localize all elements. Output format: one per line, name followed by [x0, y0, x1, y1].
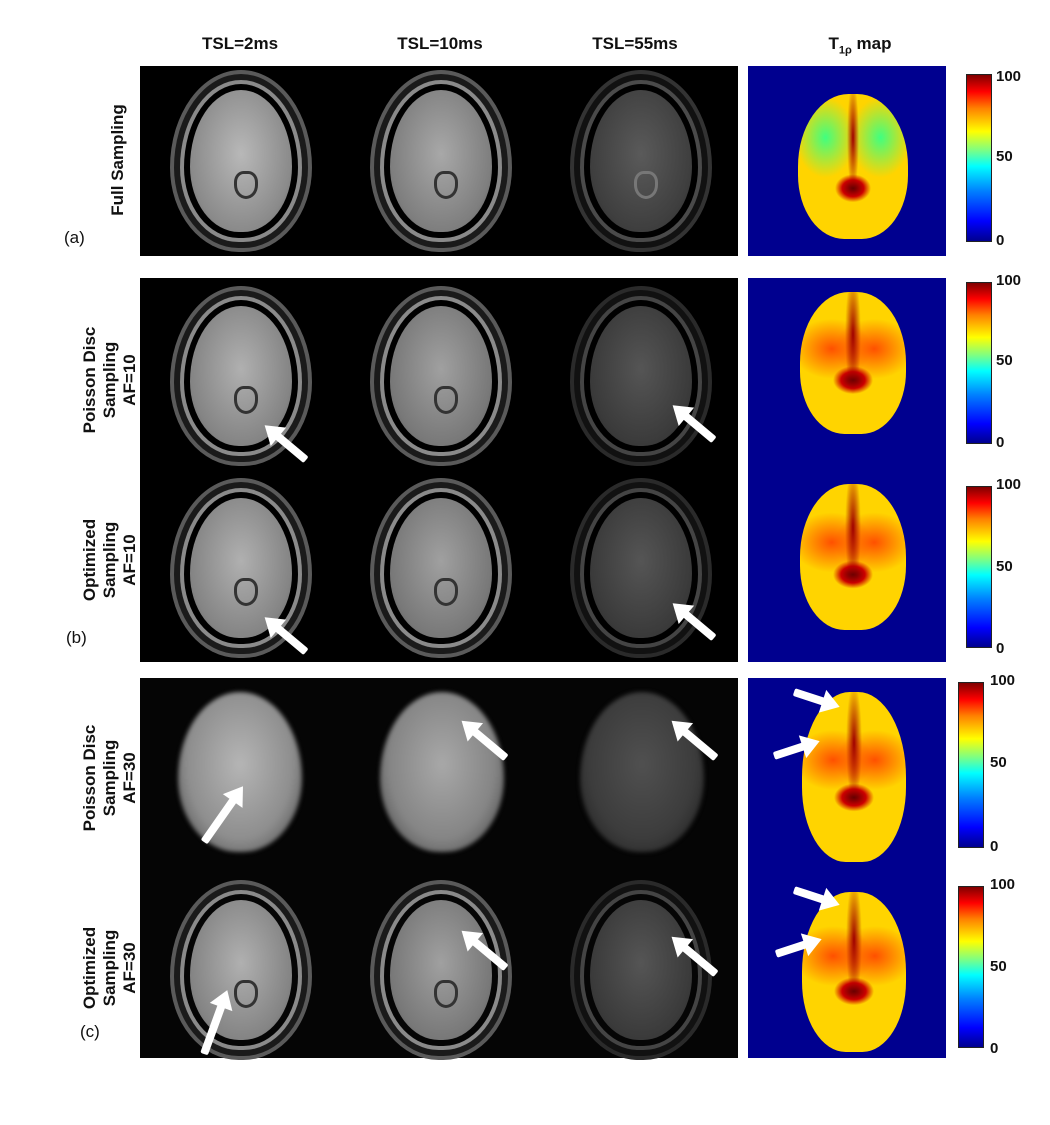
colorbar-b1 — [966, 282, 992, 444]
brain-a-tsl10 — [380, 80, 502, 242]
t1rho-map-b1 — [800, 292, 906, 434]
arrow-b2-tsl55 — [680, 609, 717, 642]
row-label-poisson-af30-line2: Sampling — [100, 739, 119, 817]
panel-letter-b: (b) — [66, 628, 87, 647]
colorbar-c2-min: 0 — [990, 1040, 999, 1057]
colorbar-c2-max: 100 — [990, 876, 1016, 893]
colorbar-b2 — [966, 486, 992, 648]
brain-b1-tsl55 — [580, 296, 702, 456]
panel-letter-c: (c) — [80, 1022, 100, 1041]
colorbar-a-mid: 50 — [996, 148, 1013, 165]
brain-b1-tsl2 — [180, 296, 302, 456]
panel-a-images — [140, 66, 738, 256]
row-label-poisson-af30: Poisson Disc Sampling AF=30 — [80, 708, 140, 848]
panel-a-map — [748, 66, 946, 256]
header-tsl-55ms: TSL=55ms — [592, 34, 678, 53]
t1rho-map-b2 — [800, 484, 906, 630]
row-label-optimized-af10-line3: AF=10 — [120, 534, 139, 586]
colorbar-a — [966, 74, 992, 242]
row-label-poisson-af10: Poisson Disc Sampling AF=10 — [80, 310, 140, 450]
brain-c1-tsl2 — [178, 692, 302, 852]
header-t1rho-sub: 1ρ — [838, 44, 852, 57]
colorbar-b2-max: 100 — [996, 476, 1022, 493]
colorbar-b1-max: 100 — [996, 272, 1022, 289]
brain-a-tsl2 — [180, 80, 302, 242]
panel-b-images — [140, 278, 738, 662]
brain-c1-tsl10 — [380, 692, 504, 852]
colorbar-a-min: 0 — [996, 232, 1005, 249]
arrow-c2-map-top — [792, 886, 828, 905]
colorbar-a-max: 100 — [996, 68, 1022, 85]
colorbar-c2-mid: 50 — [990, 958, 1007, 975]
row-label-optimized-af10: Optimized Sampling AF=10 — [80, 490, 140, 630]
t1rho-map-c1 — [802, 692, 906, 862]
colorbar-b2-min: 0 — [996, 640, 1005, 657]
panel-letter-a: (a) — [64, 228, 85, 247]
row-label-poisson-af10-line1: Poisson Disc — [80, 326, 99, 434]
brain-a-tsl55 — [580, 80, 702, 242]
arrow-b1-tsl2 — [272, 431, 309, 464]
colorbar-b2-mid: 50 — [996, 558, 1013, 575]
panel-b-map — [748, 278, 946, 662]
t1rho-map-c2 — [802, 892, 906, 1052]
brain-b1-tsl10 — [380, 296, 502, 456]
row-label-poisson-af10-line3: AF=10 — [120, 354, 139, 406]
colorbar-c2 — [958, 886, 984, 1048]
row-label-optimized-af30-line1: Optimized — [80, 926, 99, 1010]
brain-b2-tsl55 — [580, 488, 702, 648]
brain-c2-tsl2 — [180, 890, 302, 1050]
row-label-optimized-af30: Optimized Sampling AF=30 — [80, 898, 140, 1038]
row-label-poisson-af30-line1: Poisson Disc — [80, 724, 99, 832]
colorbar-c1-mid: 50 — [990, 754, 1007, 771]
colorbar-b1-mid: 50 — [996, 352, 1013, 369]
header-t1rho-map: T1ρ map — [775, 34, 945, 56]
colorbar-c1-min: 0 — [990, 838, 999, 855]
brain-c2-tsl10 — [380, 890, 502, 1050]
t1rho-map-a — [798, 94, 908, 239]
arrow-b2-tsl2 — [272, 623, 309, 656]
header-tsl-2ms: TSL=2ms — [201, 34, 279, 53]
header-t1rho-main: T — [828, 34, 839, 53]
brain-b2-tsl2 — [180, 488, 302, 648]
panel-c-images — [140, 678, 738, 1058]
row-label-optimized-af10-line2: Sampling — [100, 521, 119, 599]
header-t1rho-rest: map — [851, 34, 892, 53]
colorbar-c1-max: 100 — [990, 672, 1016, 689]
colorbar-c1 — [958, 682, 984, 848]
colorbar-b1-min: 0 — [996, 434, 1005, 451]
row-label-optimized-af10-line1: Optimized — [80, 518, 99, 602]
header-tsl-10ms: TSL=10ms — [397, 34, 483, 53]
arrow-c1-map-top — [792, 688, 828, 707]
row-label-poisson-af10-line2: Sampling — [100, 341, 119, 419]
panel-c-map — [748, 678, 946, 1058]
row-label-optimized-af30-line3: AF=30 — [120, 942, 139, 994]
brain-c2-tsl55 — [580, 890, 702, 1050]
row-label-poisson-af30-line3: AF=30 — [120, 752, 139, 804]
brain-b2-tsl10 — [380, 488, 502, 648]
row-label-full-sampling: Full Sampling — [108, 104, 127, 216]
row-label-optimized-af30-line2: Sampling — [100, 929, 119, 1007]
